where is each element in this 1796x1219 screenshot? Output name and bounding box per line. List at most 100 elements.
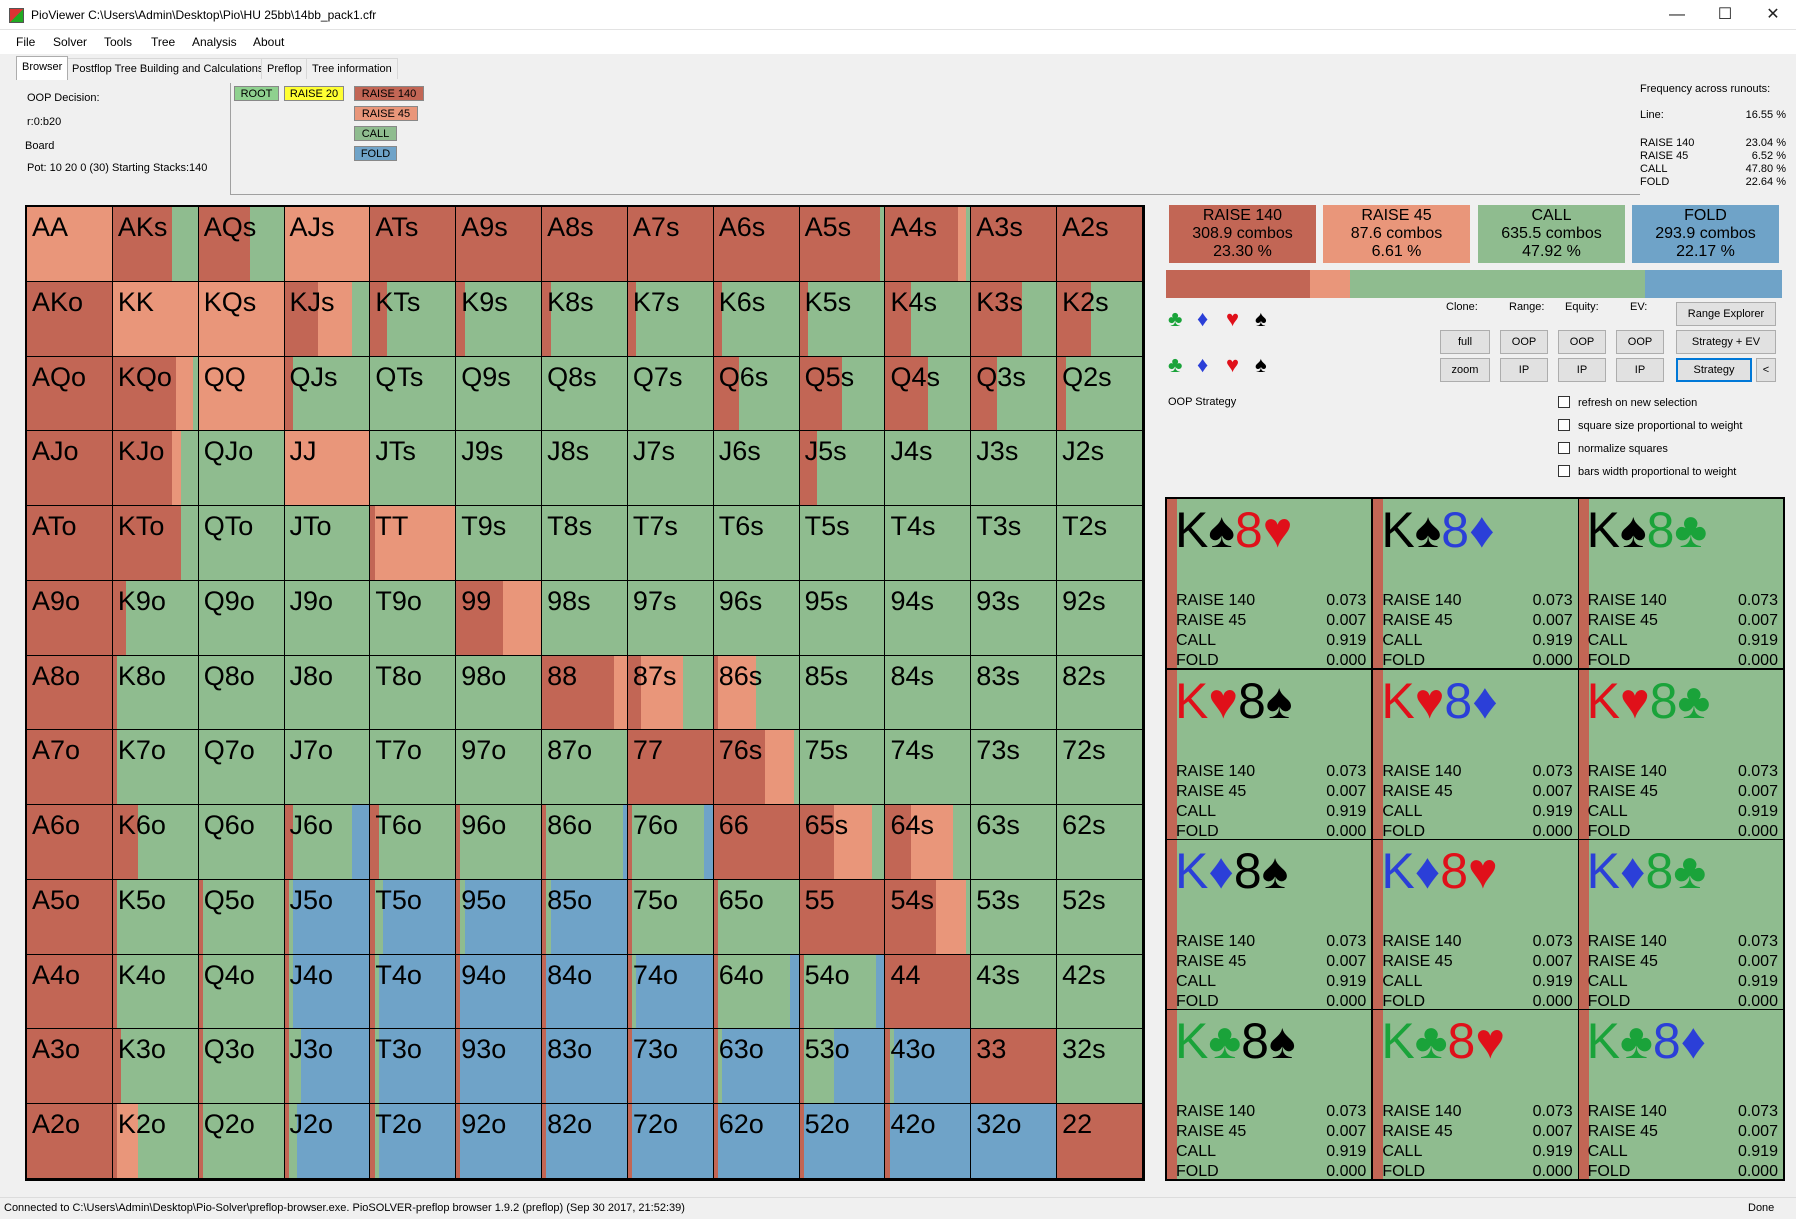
hand-cell[interactable]: K8o [112,655,199,731]
hand-cell[interactable]: 43o [885,1029,972,1105]
hand-cell[interactable]: AA [27,207,113,282]
hand-cell[interactable]: 92o [456,1104,543,1179]
combo-cell[interactable]: K♠8♦ RAISE 140 0.073 RAISE 45 0.007 CALL 0.919… [1373,499,1578,668]
node-raise-140[interactable]: RAISE 140 [354,86,424,101]
tab-postflop-tree[interactable]: Postflop Tree Building and Calculations [66,58,270,79]
hand-cell[interactable]: A4s [885,207,972,282]
hand-cell[interactable]: J4s [885,431,972,507]
hand-cell[interactable]: Q5o [198,879,285,955]
action-box[interactable]: CALL 635.5 combos 47.92 % [1478,205,1625,263]
hand-cell[interactable]: 88 [542,655,628,731]
hand-cell[interactable]: T3s [971,506,1058,581]
tab-browser[interactable]: Browser [16,56,69,80]
equity-ip-button[interactable]: IP [1558,358,1606,382]
hand-cell[interactable]: 64o [713,954,800,1030]
hand-cell[interactable]: T9o [370,580,457,656]
hand-cell[interactable]: KQo [112,356,199,432]
suit-filter-icon[interactable]: ♥ [1226,352,1240,377]
hand-cell[interactable]: J3s [971,431,1058,507]
hand-cell[interactable]: 75s [799,730,886,806]
suit-filter-icon[interactable]: ♠ [1255,306,1267,331]
hand-cell[interactable]: Q2o [198,1104,285,1179]
combo-cell[interactable]: K♣8♥ RAISE 140 0.073 RAISE 45 0.007 CALL 0.919… [1373,1010,1578,1179]
combo-cell[interactable]: K♦8♣ RAISE 140 0.073 RAISE 45 0.007 CALL 0.919… [1578,840,1783,1009]
hand-cell[interactable]: 74o [627,954,714,1030]
equity-oop-button[interactable]: OOP [1558,330,1606,354]
hand-cell[interactable]: A9s [456,207,543,282]
hand-cell[interactable]: 53s [971,879,1058,955]
menu-about[interactable]: About [253,35,285,49]
hand-cell[interactable]: Q3s [971,356,1058,432]
hand-cell[interactable]: 65s [799,805,886,880]
hand-cell[interactable]: J2o [284,1104,371,1179]
hand-cell[interactable]: 82s [1057,655,1143,731]
combo-cell[interactable]: K♦8♥ RAISE 140 0.073 RAISE 45 0.007 CALL 0.919… [1373,840,1578,1009]
hand-cell[interactable]: A5o [27,879,113,955]
hand-cell[interactable]: Q9s [456,356,543,432]
hand-cell[interactable]: 87s [627,655,714,731]
hand-cell[interactable]: 52o [799,1104,886,1179]
hand-cell[interactable]: QTo [198,506,285,581]
hand-cell[interactable]: J9s [456,431,543,507]
hand-cell[interactable]: J9o [284,580,371,656]
hand-cell[interactable]: 97o [456,730,543,806]
hand-cell[interactable]: T2s [1057,506,1143,581]
hand-cell[interactable]: A4o [27,954,113,1030]
hand-cell[interactable]: 84o [542,954,628,1030]
hand-cell[interactable]: 54o [799,954,886,1030]
hand-cell[interactable]: 62o [713,1104,800,1179]
action-box[interactable]: FOLD 293.9 combos 22.17 % [1632,205,1779,263]
hand-cell[interactable]: 33 [971,1029,1058,1105]
hand-cell[interactable]: 72o [627,1104,714,1179]
hand-cell[interactable]: K7o [112,730,199,806]
hand-cell[interactable]: 94o [456,954,543,1030]
hand-cell[interactable]: J7s [627,431,714,507]
hand-cell[interactable]: K8s [542,281,628,357]
hand-cell[interactable]: Q6o [198,805,285,880]
hand-cell[interactable]: AKs [112,207,199,282]
hand-cell[interactable]: Q7s [627,356,714,432]
hand-cell[interactable]: T7s [627,506,714,581]
hand-cell[interactable]: JTo [284,506,371,581]
hand-cell[interactable]: K5s [799,281,886,357]
tab-tree-information[interactable]: Tree information [306,58,398,79]
hand-cell[interactable]: A2o [27,1104,113,1179]
hand-cell[interactable]: KQs [198,281,285,357]
node-call[interactable]: CALL [354,126,397,141]
suit-filter-icon[interactable]: ♥ [1226,306,1240,331]
hand-cell[interactable]: JTs [370,431,457,507]
hand-cell[interactable]: QQ [198,356,285,432]
strategy-ev-button[interactable]: Strategy + EV [1676,330,1776,354]
hand-cell[interactable]: Q4o [198,954,285,1030]
hand-cell[interactable]: 22 [1057,1104,1143,1179]
hand-cell[interactable]: A6s [713,207,800,282]
hand-cell[interactable]: 52s [1057,879,1143,955]
hand-cell[interactable]: QJs [284,356,371,432]
hand-cell[interactable]: K5o [112,879,199,955]
hand-cell[interactable]: 73s [971,730,1058,806]
hand-cell[interactable]: 55 [799,879,886,955]
hand-cell[interactable]: 32o [971,1104,1058,1179]
hand-cell[interactable]: 93s [971,580,1058,656]
hand-cell[interactable]: J4o [284,954,371,1030]
hand-cell[interactable]: KJo [112,431,199,507]
hand-cell[interactable]: J6s [713,431,800,507]
back-button[interactable]: < [1756,358,1776,382]
node-raise-45[interactable]: RAISE 45 [354,106,418,121]
action-box[interactable]: RAISE 140 308.9 combos 23.30 % [1169,205,1316,263]
hand-cell[interactable]: K2o [112,1104,199,1179]
hand-cell[interactable]: 98s [542,580,628,656]
hand-cell[interactable]: 87o [542,730,628,806]
square-size-checkbox[interactable]: square size proportional to weight [1558,419,1742,432]
hand-cell[interactable]: AJo [27,431,113,507]
hand-cell[interactable]: Q5s [799,356,886,432]
suit-filter-icon[interactable]: ♦ [1197,306,1209,331]
combo-cell[interactable]: K♠8♥ RAISE 140 0.073 RAISE 45 0.007 CALL 0.919… [1167,499,1372,668]
hand-cell[interactable]: 65o [713,879,800,955]
combo-cell[interactable]: K♥8♠ RAISE 140 0.073 RAISE 45 0.007 CALL 0.919… [1167,670,1372,839]
hand-cell[interactable]: AJs [284,207,371,282]
hand-cell[interactable]: ATo [27,506,113,581]
hand-cell[interactable]: ATs [370,207,457,282]
hand-cell[interactable]: 64s [885,805,972,880]
hand-cell[interactable]: 66 [713,805,800,880]
